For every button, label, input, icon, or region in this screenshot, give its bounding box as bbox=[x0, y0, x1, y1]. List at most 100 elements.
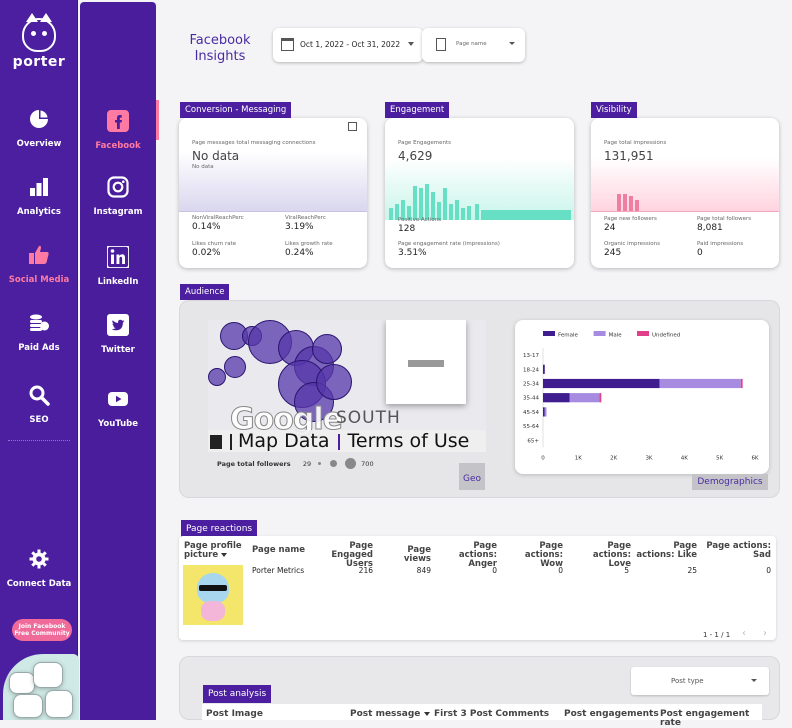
column-header[interactable]: Page actions: Anger bbox=[458, 541, 497, 569]
column-header[interactable]: Page profile picture bbox=[184, 541, 242, 560]
column-header[interactable]: Post message bbox=[350, 710, 430, 719]
expand-icon[interactable] bbox=[348, 122, 357, 131]
x-tick-label: 1K bbox=[575, 455, 582, 461]
column-header[interactable]: Post Image bbox=[206, 709, 263, 719]
bar-segment bbox=[569, 393, 600, 403]
audience-tab: Audience bbox=[180, 284, 230, 300]
stat-value: 3.51% bbox=[398, 248, 427, 258]
legend-entry: Undefined bbox=[652, 333, 680, 339]
page-name-selector[interactable]: Page name bbox=[422, 28, 525, 62]
column-header[interactable]: Page Engaged Users bbox=[331, 541, 373, 569]
page-title: Facebook Insights bbox=[184, 33, 256, 65]
legend-swatch bbox=[593, 331, 606, 336]
y-tick-label: 45-54 bbox=[523, 410, 539, 416]
column-header[interactable]: Page actions: Wow bbox=[524, 541, 563, 569]
prev-page-icon[interactable]: ‹ bbox=[742, 628, 746, 639]
stat-label: Likes growth rate bbox=[285, 241, 333, 247]
column-header[interactable]: Page actions: Sad bbox=[706, 541, 771, 560]
divider bbox=[230, 434, 232, 450]
legend-label: Page total followers bbox=[217, 460, 291, 468]
metric-value: 131,951 bbox=[604, 149, 654, 163]
sidebar-item-instagram[interactable]: Instagram bbox=[80, 176, 156, 217]
map-region-label: SOUTH bbox=[336, 408, 401, 428]
geo-button[interactable]: Geo bbox=[459, 463, 485, 490]
page-name-placeholder: Page name bbox=[456, 41, 487, 47]
x-tick-label: 0 bbox=[541, 455, 545, 461]
column-header[interactable]: First 3 Post Comments bbox=[434, 709, 550, 719]
demographics-button[interactable]: Demographics bbox=[692, 474, 768, 490]
legend-dot-small bbox=[318, 462, 322, 465]
chart-baseline bbox=[591, 211, 779, 212]
demographics-chart-card: Female Male Undefined 13-17 18-24 25-34 35-44 4… bbox=[515, 320, 769, 474]
porter-logo[interactable]: porter bbox=[0, 13, 78, 70]
page-views-cell: 849 bbox=[416, 566, 431, 575]
chevron-down-icon bbox=[509, 42, 515, 45]
sidebar-item-label: Paid Ads bbox=[18, 343, 60, 353]
next-page-icon[interactable]: › bbox=[763, 628, 767, 639]
x-tick-label: 2K bbox=[610, 455, 617, 461]
calendar-icon bbox=[281, 38, 294, 51]
document-icon bbox=[436, 38, 446, 51]
visibility-card: Page total impressions 131,951 Page new … bbox=[591, 118, 779, 268]
sidebar-item-label: YouTube bbox=[97, 419, 139, 429]
bar-segment bbox=[599, 393, 602, 403]
column-header[interactable]: Page name bbox=[252, 545, 305, 555]
stat-label: Page engagement rate (impressions) bbox=[398, 241, 500, 247]
connect-data-button[interactable]: Connect Data bbox=[0, 548, 78, 589]
column-header[interactable]: Post engagement rate bbox=[660, 709, 750, 728]
sidebar-item-twitter[interactable]: Twitter bbox=[80, 314, 156, 355]
visibility-sparkline bbox=[617, 194, 639, 212]
stat-value: 245 bbox=[604, 248, 622, 258]
sidebar-item-paid-ads[interactable]: Paid Ads bbox=[0, 312, 78, 353]
sidebar-item-overview[interactable]: Overview bbox=[0, 108, 78, 149]
bar-segment bbox=[543, 364, 545, 374]
engagement-tab: Engagement bbox=[385, 102, 450, 118]
active-indicator bbox=[156, 100, 159, 140]
chevron-down-icon bbox=[751, 679, 757, 682]
terms-link[interactable]: Terms of Use bbox=[347, 430, 470, 452]
join-community-button[interactable]: Join Facebook Free Community bbox=[12, 619, 72, 641]
column-header[interactable]: Page actions: Like bbox=[636, 541, 697, 560]
page-name-cell: Porter Metrics bbox=[252, 566, 305, 575]
stat-value: 0 bbox=[697, 248, 703, 258]
sidebar-item-youtube[interactable]: YouTube bbox=[80, 388, 156, 429]
stat-value: 128 bbox=[398, 224, 416, 234]
column-header[interactable]: Page views bbox=[403, 545, 431, 564]
metric-value: 4,629 bbox=[398, 149, 433, 163]
sort-desc-icon bbox=[423, 712, 430, 716]
map-keyboard-icon bbox=[210, 435, 222, 449]
legend-max: 700 bbox=[361, 460, 374, 468]
brand-name: porter bbox=[12, 54, 66, 70]
sidebar-item-social-media[interactable]: Social Media bbox=[0, 244, 78, 285]
facebook-icon bbox=[107, 110, 129, 132]
sidebar-item-analytics[interactable]: Analytics bbox=[0, 176, 78, 217]
love-cell: 5 bbox=[624, 566, 629, 575]
metric-label: Page messages total messaging connection… bbox=[192, 140, 316, 146]
post-type-label: Post type bbox=[671, 677, 704, 685]
map-legend: Page total followers 29 700 bbox=[217, 458, 374, 469]
sidebar-item-label: SEO bbox=[29, 415, 49, 425]
metric-label: Page Engagements bbox=[398, 140, 452, 146]
stat-value: 0.02% bbox=[192, 248, 221, 258]
conversion-area-chart bbox=[179, 118, 367, 212]
date-range-picker[interactable]: Oct 1, 2022 - Oct 31, 2022 bbox=[273, 28, 423, 62]
sidebar-item-seo[interactable]: SEO bbox=[0, 384, 78, 425]
followers-map[interactable]: Google SOUTH Map Data Terms of Use bbox=[208, 320, 486, 452]
column-header[interactable]: Page actions: Love bbox=[592, 541, 631, 569]
stat-value: 0.24% bbox=[285, 248, 314, 258]
map-data-link[interactable]: Map Data bbox=[238, 430, 330, 452]
anger-cell: 0 bbox=[492, 566, 497, 575]
stat-label: Positive Actions bbox=[398, 217, 442, 223]
conversion-tab: Conversion - Messaging bbox=[180, 102, 292, 118]
metric-sub: No data bbox=[192, 164, 214, 170]
post-type-filter[interactable]: Post type bbox=[631, 667, 769, 695]
sidebar-item-facebook[interactable]: Facebook bbox=[80, 110, 156, 151]
sidebar-item-linkedin[interactable]: LinkedIn bbox=[80, 245, 156, 287]
page-title-line2: Insights bbox=[194, 49, 246, 64]
legend-entry: Male bbox=[609, 333, 623, 339]
legend-dot-large bbox=[344, 458, 356, 469]
legend-entry: Female bbox=[558, 333, 579, 339]
legend-swatch bbox=[543, 331, 555, 336]
stat-label: Organic impressions bbox=[604, 241, 661, 247]
column-header[interactable]: Post engagements bbox=[564, 709, 659, 719]
